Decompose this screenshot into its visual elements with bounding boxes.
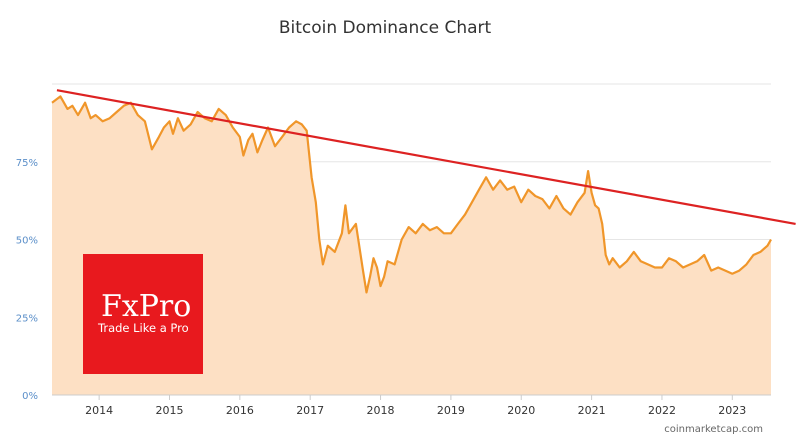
x-tick-label: 2019 — [437, 404, 465, 417]
y-tick-label: 50% — [16, 236, 38, 247]
source-credit: coinmarketcap.com — [664, 424, 763, 435]
logo-brand: FxPro — [101, 289, 191, 324]
trend-line — [56, 89, 796, 226]
x-tick-label: 2016 — [226, 404, 254, 417]
dominance-area-fill — [52, 96, 771, 396]
logo-tagline: Trade Like a Pro — [97, 321, 189, 335]
y-axis: 0% 25% 50% 75% — [16, 158, 38, 402]
chart-title: Bitcoin Dominance Chart — [279, 18, 492, 38]
y-tick-label: 0% — [22, 391, 38, 402]
y-tick-label: 75% — [16, 158, 38, 169]
y-tick-label: 25% — [16, 313, 38, 324]
x-axis: 2014 2015 2016 2017 2018 2019 2020 2021 2022 2023 — [85, 395, 746, 417]
x-tick-label: 2023 — [718, 404, 746, 417]
logo-background — [83, 254, 203, 374]
x-tick-label: 2015 — [155, 404, 183, 417]
x-tick-label: 2014 — [85, 404, 113, 417]
x-tick-label: 2022 — [648, 404, 676, 417]
fxpro-logo: FxPro Trade Like a Pro — [83, 254, 203, 374]
x-tick-label: 2020 — [507, 404, 535, 417]
x-tick-label: 2017 — [296, 404, 324, 417]
x-tick-label: 2021 — [578, 404, 606, 417]
dominance-series-line — [51, 95, 772, 294]
x-tick-label: 2018 — [367, 404, 395, 417]
